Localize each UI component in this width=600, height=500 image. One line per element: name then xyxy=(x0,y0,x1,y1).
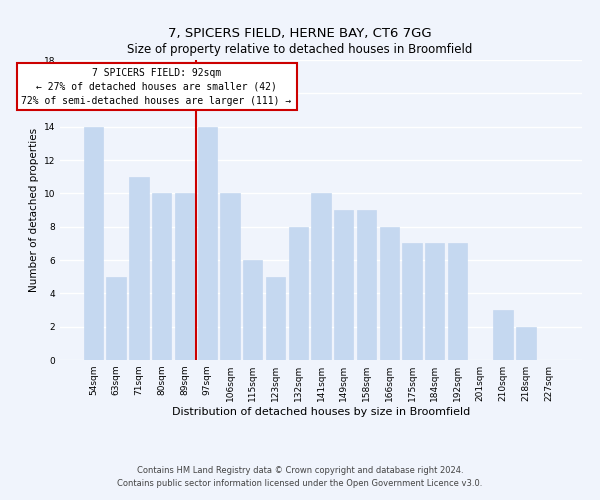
Bar xyxy=(243,260,262,360)
Text: Size of property relative to detached houses in Broomfield: Size of property relative to detached ho… xyxy=(127,42,473,56)
Text: Contains HM Land Registry data © Crown copyright and database right 2024.
Contai: Contains HM Land Registry data © Crown c… xyxy=(118,466,482,487)
Bar xyxy=(334,210,353,360)
Bar xyxy=(311,194,331,360)
Bar xyxy=(448,244,467,360)
Bar xyxy=(266,276,285,360)
Text: 7 SPICERS FIELD: 92sqm
← 27% of detached houses are smaller (42)
72% of semi-det: 7 SPICERS FIELD: 92sqm ← 27% of detached… xyxy=(22,68,292,106)
Y-axis label: Number of detached properties: Number of detached properties xyxy=(29,128,40,292)
Bar xyxy=(493,310,513,360)
Bar xyxy=(175,194,194,360)
Bar xyxy=(220,194,239,360)
Bar xyxy=(380,226,399,360)
Bar xyxy=(425,244,445,360)
Bar xyxy=(403,244,422,360)
Bar xyxy=(289,226,308,360)
Bar xyxy=(106,276,126,360)
X-axis label: Distribution of detached houses by size in Broomfield: Distribution of detached houses by size … xyxy=(172,407,470,417)
Bar xyxy=(357,210,376,360)
Bar xyxy=(197,126,217,360)
Bar xyxy=(129,176,149,360)
Bar xyxy=(84,126,103,360)
Bar xyxy=(516,326,536,360)
Bar xyxy=(152,194,172,360)
Text: 7, SPICERS FIELD, HERNE BAY, CT6 7GG: 7, SPICERS FIELD, HERNE BAY, CT6 7GG xyxy=(168,28,432,40)
